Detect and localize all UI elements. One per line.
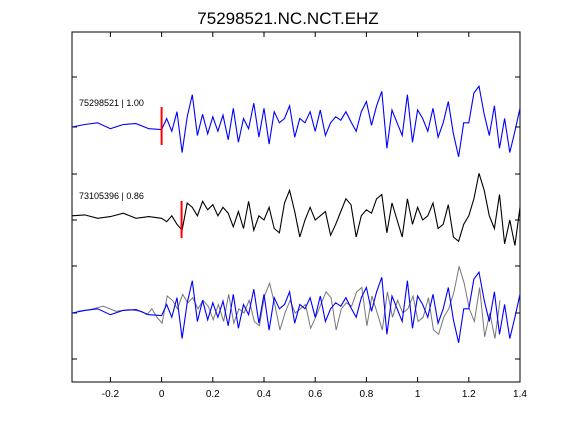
x-tick-label: 1 — [415, 389, 421, 400]
x-tick-label: 0 — [159, 389, 165, 400]
plot-frame — [71, 31, 521, 383]
x-axis: -0.2 0 0.2 0.4 0.6 0.8 1 1.2 1.4 — [102, 32, 527, 400]
x-tick-label: 0.4 — [257, 389, 271, 400]
x-tick-label: 0.6 — [308, 389, 322, 400]
overlay — [71, 266, 521, 343]
overlay-trace-1-line — [71, 270, 521, 343]
trace-1: 75298521 | 1.00 — [71, 84, 521, 157]
trace-1-label: 75298521 | 1.00 — [79, 98, 144, 108]
trace-2-line — [71, 173, 521, 246]
x-tick-label: 0.8 — [359, 389, 373, 400]
chart-title: 75298521.NC.NCT.EHZ — [197, 9, 378, 28]
x-tick-label: 0.2 — [206, 389, 220, 400]
overlay-trace-2-line — [77, 266, 501, 339]
trace-1-line — [71, 84, 521, 157]
trace-2-label: 73105396 | 0.86 — [79, 191, 144, 201]
x-tick-label: 1.4 — [513, 389, 527, 400]
x-tick-label: 1.2 — [462, 389, 476, 400]
trace-2: 73105396 | 0.86 — [71, 173, 521, 246]
x-tick-label: -0.2 — [102, 389, 120, 400]
